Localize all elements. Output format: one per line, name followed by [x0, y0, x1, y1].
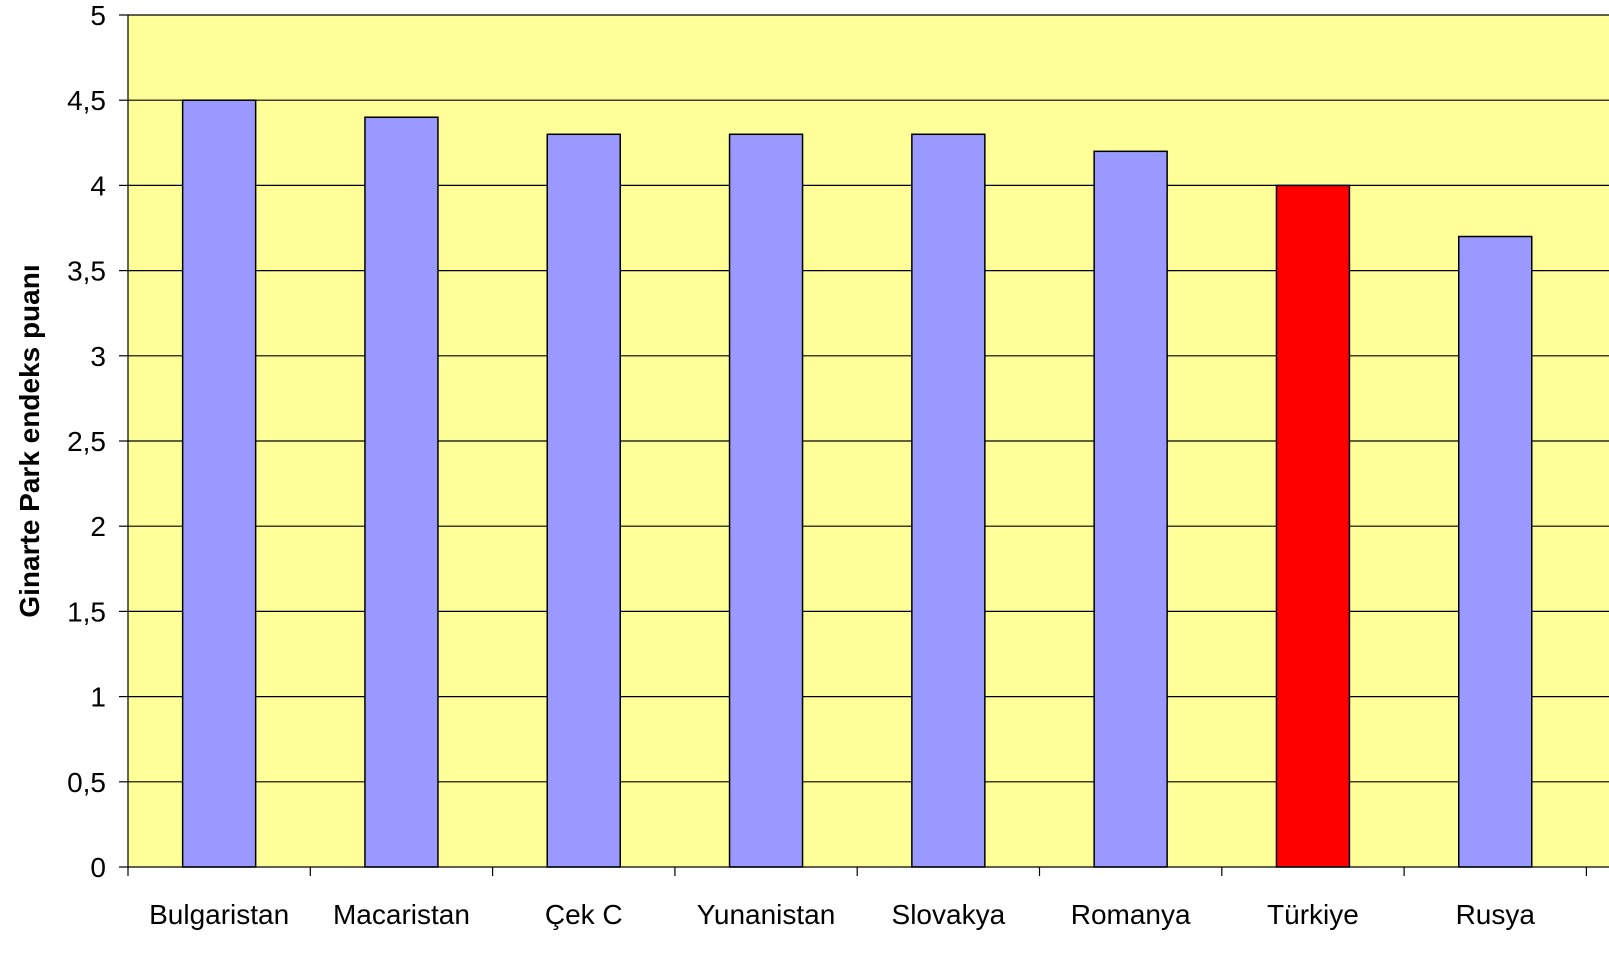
- y-tick-label: 0,5: [67, 767, 106, 798]
- x-tick-label: Çek C: [545, 899, 623, 930]
- bars: [181, 99, 1533, 868]
- x-tick-label: Yunanistan: [697, 899, 836, 930]
- y-tick-label: 3: [90, 341, 106, 372]
- y-tick-label: 5: [90, 0, 106, 31]
- bar: [728, 133, 804, 868]
- bar: [1275, 184, 1351, 868]
- bar: [181, 99, 257, 868]
- y-tick-label: 0: [90, 852, 106, 883]
- y-tick-label: 4: [90, 170, 106, 201]
- y-tick-label: 1,5: [67, 596, 106, 627]
- x-tick-label: Bulgaristan: [149, 899, 289, 930]
- y-tick-label: 2,5: [67, 426, 106, 457]
- x-tick-label: Rusya: [1456, 899, 1536, 930]
- x-tick-label: Slovakya: [892, 899, 1006, 930]
- y-tick-label: 3,5: [67, 256, 106, 287]
- axes: [119, 14, 1609, 876]
- bar: [364, 116, 439, 868]
- bar: [1458, 235, 1533, 868]
- x-tick-labels: Bulgaristan Macaristan Çek C Yunanistan Slov…: [149, 899, 1535, 930]
- y-tick-label: 1: [90, 682, 106, 713]
- x-tick-label: Romanya: [1071, 899, 1191, 930]
- bar: [546, 133, 621, 868]
- y-axis-title: Ginarte Park endeks puanı: [14, 264, 45, 617]
- y-tick-label: 4,5: [67, 85, 106, 116]
- x-tick-label: Türkiye: [1267, 899, 1359, 930]
- x-tick-label: Macaristan: [333, 899, 470, 930]
- bar: [911, 133, 986, 868]
- bar: [1093, 150, 1168, 868]
- y-tick-label: 2: [90, 511, 106, 542]
- y-tick-labels: 0 0,5 1 1,5 2 2,5 3 3,5 4 4,5 5: [67, 0, 106, 883]
